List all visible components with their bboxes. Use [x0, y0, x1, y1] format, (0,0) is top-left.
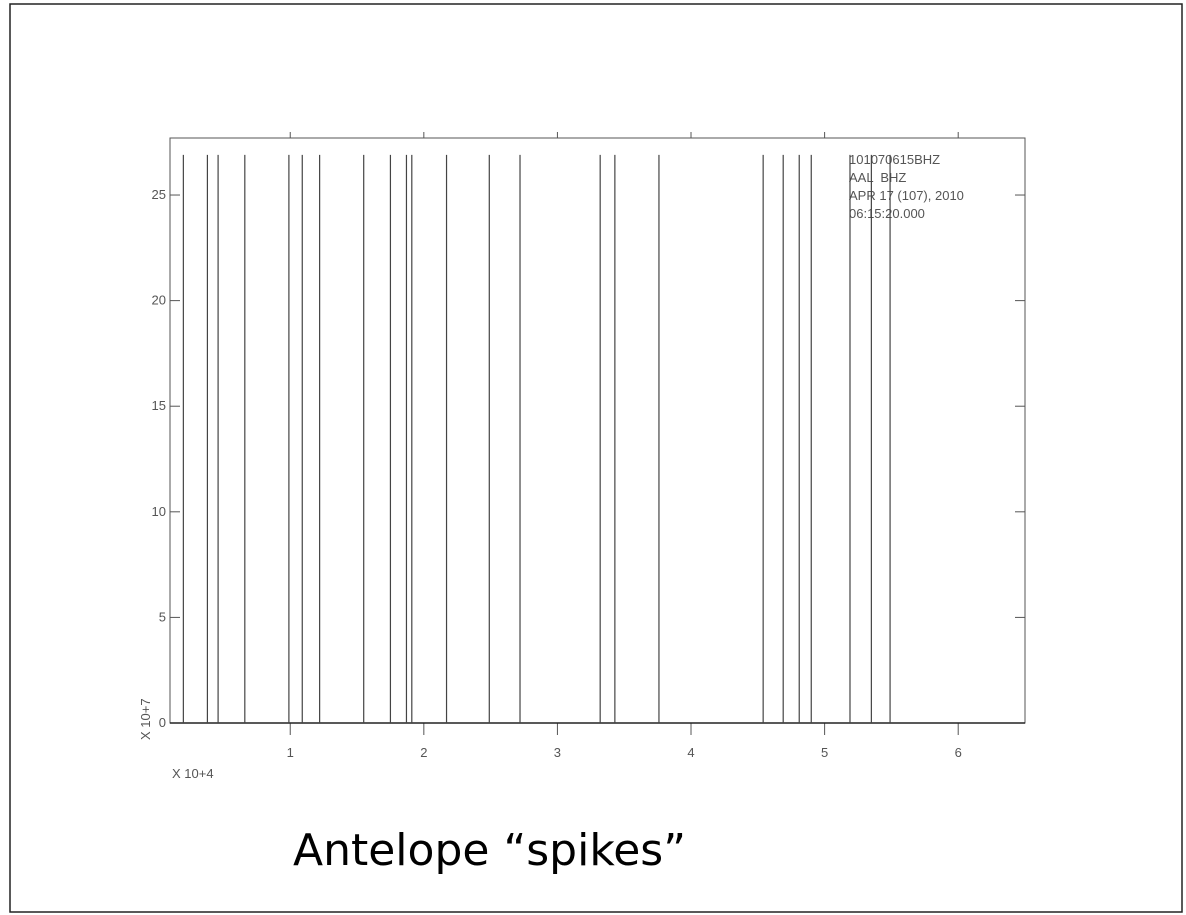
- y-tick-label: 15: [152, 398, 166, 413]
- annotation: 06:15:20.000: [849, 206, 925, 221]
- y-tick-label: 25: [152, 187, 166, 202]
- annotation: AAL BHZ: [849, 170, 906, 185]
- y-tick-label: 10: [152, 504, 166, 519]
- x-tick-label: 2: [420, 745, 427, 760]
- x-tick-label: 5: [821, 745, 828, 760]
- slide-frame: [9, 3, 1183, 913]
- x-tick-label: 6: [955, 745, 962, 760]
- caption: Antelope “spikes”: [293, 825, 686, 876]
- annotation: APR 17 (107), 2010: [849, 188, 964, 203]
- y-tick-label: 0: [159, 715, 166, 730]
- y-tick-label: 20: [152, 293, 166, 308]
- x-tick-label: 1: [287, 745, 294, 760]
- y-multiplier: X 10+7: [138, 698, 153, 740]
- y-tick-label: 5: [159, 609, 166, 624]
- x-multiplier: X 10+4: [172, 766, 214, 781]
- annotation: 101070615BHZ: [849, 152, 940, 167]
- x-tick-label: 4: [687, 745, 694, 760]
- x-tick-label: 3: [554, 745, 561, 760]
